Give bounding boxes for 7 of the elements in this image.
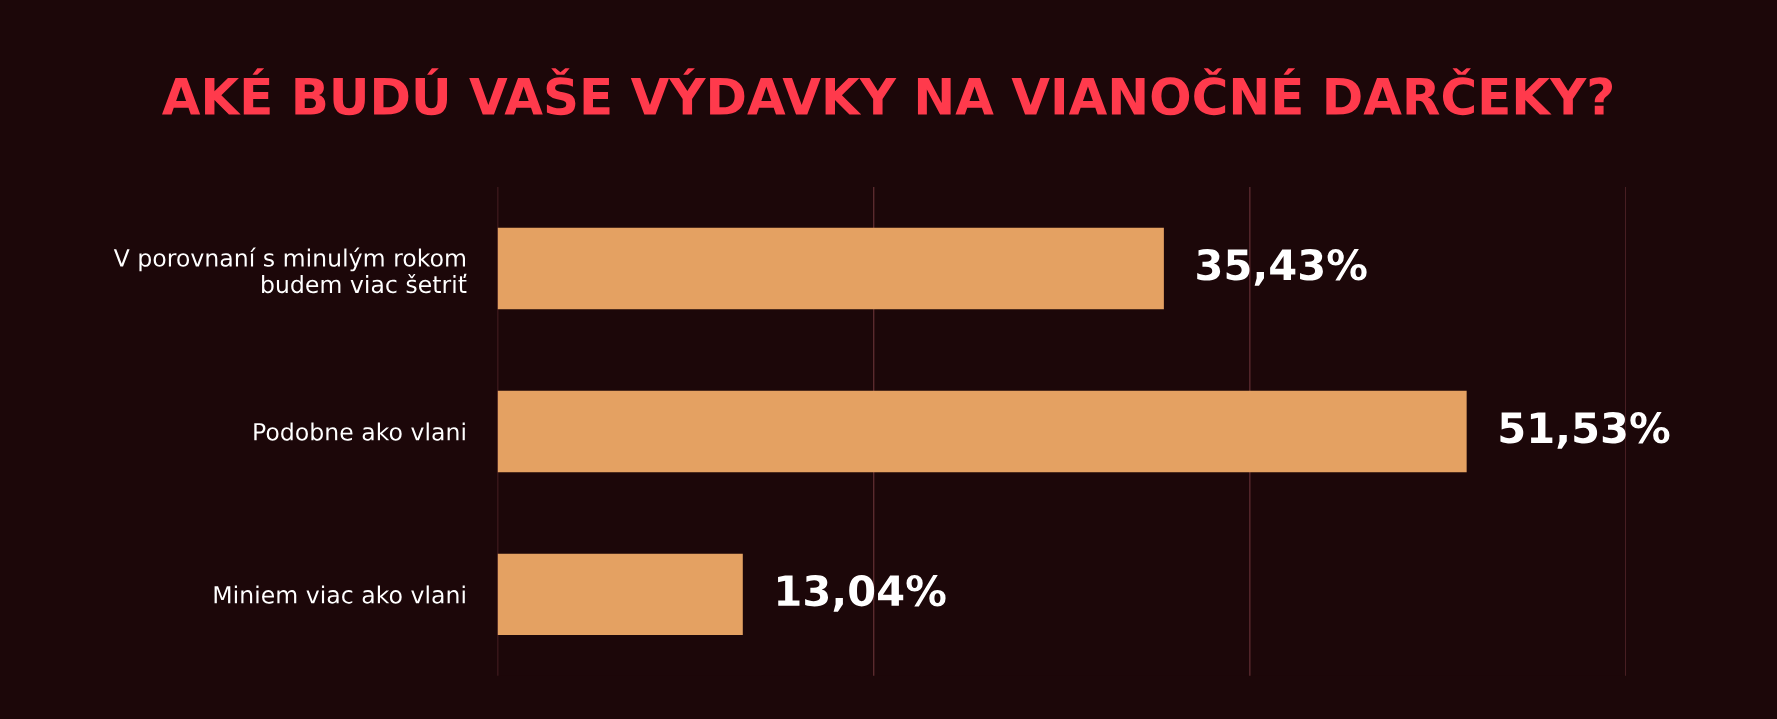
data-label: 35,43% <box>1197 249 1367 286</box>
chart-title: AKÉ BUDÚ VAŠE VÝDAVKY NA VIANOČNÉ DARČEKY? <box>162 68 1613 116</box>
y-tick-label: V porovnaní s minulým rokom budem viac šetriť <box>113 247 467 294</box>
data-label: 51,53% <box>1500 411 1670 449</box>
data-label: 13,04% <box>778 574 946 612</box>
y-tick-label: Podobne ako vlani <box>254 422 465 441</box>
y-tick-label: Miniem viac ako vlani <box>214 585 465 604</box>
